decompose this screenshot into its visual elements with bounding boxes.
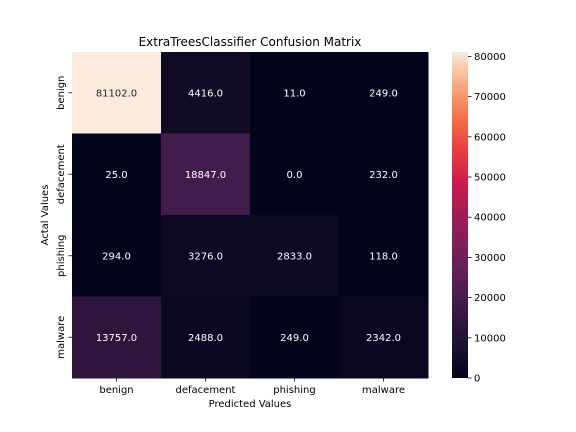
y-tick-label: benign [56,76,67,110]
cell-value-label: 81102.0 [96,88,137,99]
colorbar-tick-label: 60000 [474,132,506,143]
heatmap-cell [339,296,429,379]
chart-title: ExtraTreesClassifier Confusion Matrix [139,35,362,49]
colorbar [452,52,468,378]
colorbar-tick-label: 20000 [474,293,506,304]
x-tick-label: phishing [273,385,315,396]
cell-value-label: 249.0 [280,333,309,344]
x-axis-label: Predicted Values [209,399,292,410]
y-tick-label: phishing [56,235,67,277]
colorbar-tick-label: 40000 [474,213,506,224]
y-tick-label: malware [56,316,67,359]
heatmap-cell [339,52,429,134]
cell-value-label: 13757.0 [96,333,137,344]
heatmap-cell [161,52,251,134]
heatmap-cell [72,215,162,297]
cell-value-label: 25.0 [105,170,127,181]
colorbar-tick-label: 80000 [474,52,506,63]
colorbar-tick-label: 0 [474,374,480,385]
x-axis-ticks: benign defacement phishing malware [99,378,405,396]
cell-value-label: 249.0 [369,88,398,99]
cell-value-label: 118.0 [369,251,398,262]
colorbar-tick-label: 30000 [474,253,506,264]
heatmap-cell [161,215,251,297]
cell-value-label: 232.0 [369,170,398,181]
cell-value-label: 294.0 [102,251,131,262]
y-axis-ticks: benign defacement phishing malware [56,76,72,359]
heatmap-cell [72,52,162,134]
cell-value-label: 11.0 [283,88,305,99]
cell-value-label: 3276.0 [188,251,223,262]
cell-value-label: 18847.0 [185,170,226,181]
heatmap-cell [250,215,340,297]
cell-value-label: 4416.0 [188,88,223,99]
heatmap-cell [250,296,340,379]
heatmap-cell [161,133,251,216]
heatmap-cells: 81102.0 4416.0 11.0 249.0 25.0 18847.0 0.0 232.… [72,52,429,379]
y-tick-label: defacement [56,144,67,204]
x-tick-label: defacement [176,385,236,396]
colorbar-tick-label: 10000 [474,333,506,344]
heatmap-cell [339,215,429,297]
x-tick-label: malware [362,385,405,396]
colorbar-tick-label: 70000 [474,92,506,103]
cell-value-label: 2488.0 [188,333,223,344]
colorbar-ticks: 0 10000 20000 30000 40000 50000 60000 70000 8000… [468,52,506,385]
heatmap-cell [72,296,162,379]
y-axis-label: Actal Values [40,185,51,246]
heatmap-cell [161,296,251,379]
cell-value-label: 0.0 [287,170,303,181]
heatmap-cell [339,133,429,216]
x-tick-label: benign [99,385,133,396]
heatmap-cell [250,52,340,134]
heatmap-cell [250,133,340,216]
cell-value-label: 2833.0 [277,251,312,262]
cell-value-label: 2342.0 [366,333,401,344]
colorbar-tick-label: 50000 [474,173,506,184]
heatmap-cell [72,133,162,216]
